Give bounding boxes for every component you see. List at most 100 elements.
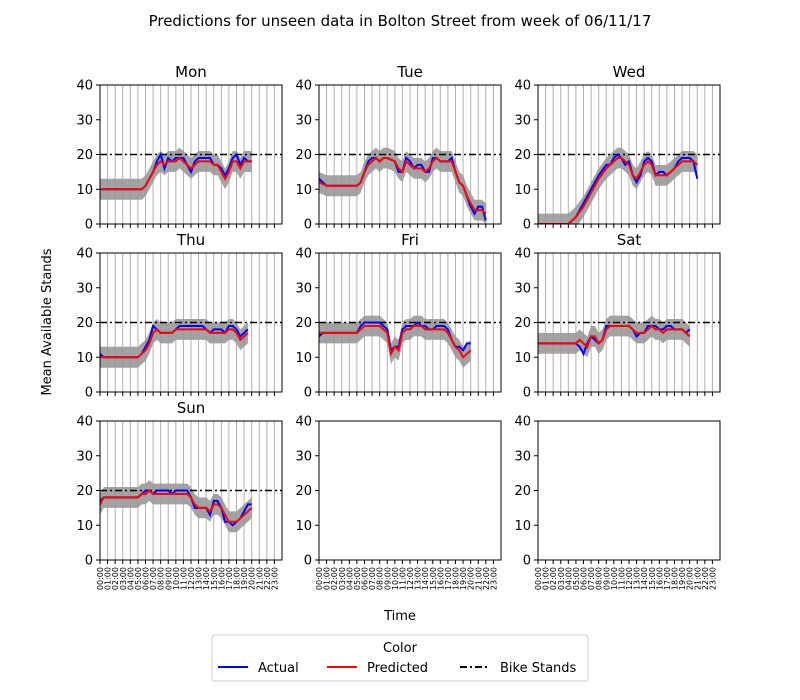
- x-tick-label: 01:00: [542, 567, 551, 590]
- x-tick-label: 18:00: [671, 567, 680, 590]
- x-tick-label: 02:00: [111, 567, 120, 590]
- x-tick-label: 07:00: [368, 567, 377, 590]
- x-tick-label: 23:00: [270, 567, 279, 590]
- uncertainty-band: [538, 147, 698, 224]
- uncertainty-band: [100, 319, 248, 368]
- x-tick-label: 17:00: [225, 567, 234, 590]
- y-tick-label: 10: [295, 351, 312, 366]
- y-tick-label: 10: [514, 351, 531, 366]
- y-tick-label: 30: [76, 113, 93, 128]
- x-tick-label: 07:00: [149, 567, 158, 590]
- y-tick-label: 30: [295, 449, 312, 464]
- y-tick-label: 30: [76, 449, 93, 464]
- subplot-title: Wed: [613, 63, 646, 81]
- x-tick-label: 02:00: [549, 567, 558, 590]
- x-tick-label: 23:00: [489, 567, 498, 590]
- y-tick-label: 40: [76, 79, 93, 94]
- y-tick-label: 40: [514, 247, 531, 262]
- legend-label-actual: Actual: [258, 661, 299, 676]
- subplot-title: Tue: [396, 63, 423, 81]
- subplot-title: Thu: [176, 231, 205, 249]
- y-tick-label: 0: [85, 386, 93, 401]
- y-tick-label: 40: [76, 415, 93, 430]
- x-tick-label: 13:00: [195, 567, 204, 590]
- predicted-line: [538, 157, 698, 224]
- y-tick-label: 40: [514, 79, 531, 94]
- chart-title: Predictions for unseen data in Bolton St…: [149, 12, 652, 30]
- y-tick-label: 0: [523, 554, 531, 569]
- predicted-line: [319, 156, 487, 215]
- legend-label-predicted: Predicted: [367, 661, 428, 676]
- x-tick-label: 16:00: [655, 567, 664, 590]
- x-tick-label: 08:00: [376, 567, 385, 590]
- y-tick-label: 20: [76, 316, 93, 331]
- subplot-tue: Tue 0 10 20 30 40: [295, 63, 502, 233]
- x-tick-label: 08:00: [157, 567, 166, 590]
- x-tick-label: 03:00: [119, 567, 128, 590]
- y-tick-label: 30: [514, 449, 531, 464]
- subplot-sun: Sun 0 10 20 30 40 00:0001:0002:0003:0004:0005:…: [76, 399, 283, 590]
- x-tick-label: 05:00: [572, 567, 581, 590]
- x-tick-label: 18:00: [452, 567, 461, 590]
- y-tick-label: 40: [76, 247, 93, 262]
- actual-line: [538, 153, 699, 224]
- y-tick-label: 30: [514, 281, 531, 296]
- y-tick-label: 20: [76, 484, 93, 499]
- x-tick-label: 12:00: [625, 567, 634, 590]
- x-tick-label: 01:00: [104, 567, 113, 590]
- x-tick-label: 22:00: [701, 567, 710, 590]
- x-tick-label: 23:00: [708, 567, 717, 590]
- y-tick-label: 20: [76, 148, 93, 163]
- x-tick-label: 09:00: [383, 567, 392, 590]
- x-tick-label: 04:00: [564, 567, 573, 590]
- x-tick-label: 21:00: [255, 567, 264, 590]
- plot-area: [319, 253, 501, 392]
- x-tick-label: 06:00: [580, 567, 589, 590]
- y-tick-label: 20: [514, 148, 531, 163]
- y-tick-label: 20: [514, 316, 531, 331]
- x-tick-label: 06:00: [142, 567, 151, 590]
- x-tick-label: 22:00: [263, 567, 272, 590]
- y-tick-label: 30: [76, 281, 93, 296]
- y-tick-label: 0: [85, 554, 93, 569]
- x-tick-label: 09:00: [164, 567, 173, 590]
- uncertainty-band: [319, 147, 486, 224]
- actual-line: [100, 151, 252, 191]
- subplot-frame: [318, 420, 502, 561]
- subplot-title: Fri: [401, 231, 419, 249]
- x-tick-label: 19:00: [240, 567, 249, 590]
- x-tick-label: 21:00: [474, 567, 483, 590]
- y-tick-label: 40: [295, 415, 312, 430]
- x-axis-label: Time: [383, 609, 416, 624]
- y-tick-label: 0: [523, 386, 531, 401]
- x-tick-label: 12:00: [406, 567, 415, 590]
- x-tick-label: 10:00: [391, 567, 400, 590]
- predicted-line: [100, 328, 249, 359]
- y-tick-label: 0: [85, 218, 93, 233]
- x-tick-label: 19:00: [459, 567, 468, 590]
- x-tick-label: 19:00: [678, 567, 687, 590]
- y-tick-label: 30: [295, 281, 312, 296]
- x-tick-label: 13:00: [633, 567, 642, 590]
- y-tick-label: 40: [514, 415, 531, 430]
- x-tick-label: 03:00: [557, 567, 566, 590]
- legend-entries: Actual Predicted Bike Stands: [218, 661, 577, 676]
- uncertainty-band: [100, 480, 252, 533]
- x-tick-label: 10:00: [172, 567, 181, 590]
- x-tick-label: 11:00: [617, 567, 626, 590]
- legend: Color Actual Predicted Bike Stands: [211, 634, 589, 682]
- y-tick-label: 30: [514, 113, 531, 128]
- legend-title: Color: [383, 641, 418, 656]
- x-tick-label: 07:00: [587, 567, 596, 590]
- x-tick-label: 15:00: [648, 567, 657, 590]
- x-tick-label: 20:00: [686, 567, 695, 590]
- y-tick-label: 10: [76, 519, 93, 534]
- y-tick-label: 20: [295, 484, 312, 499]
- plot-area: [100, 253, 282, 392]
- y-tick-label: 0: [304, 218, 312, 233]
- x-tick-label: 03:00: [338, 567, 347, 590]
- x-tick-label: 10:00: [610, 567, 619, 590]
- plot-area: [319, 85, 501, 224]
- x-tick-label: 04:00: [126, 567, 135, 590]
- plot-area: [100, 421, 282, 560]
